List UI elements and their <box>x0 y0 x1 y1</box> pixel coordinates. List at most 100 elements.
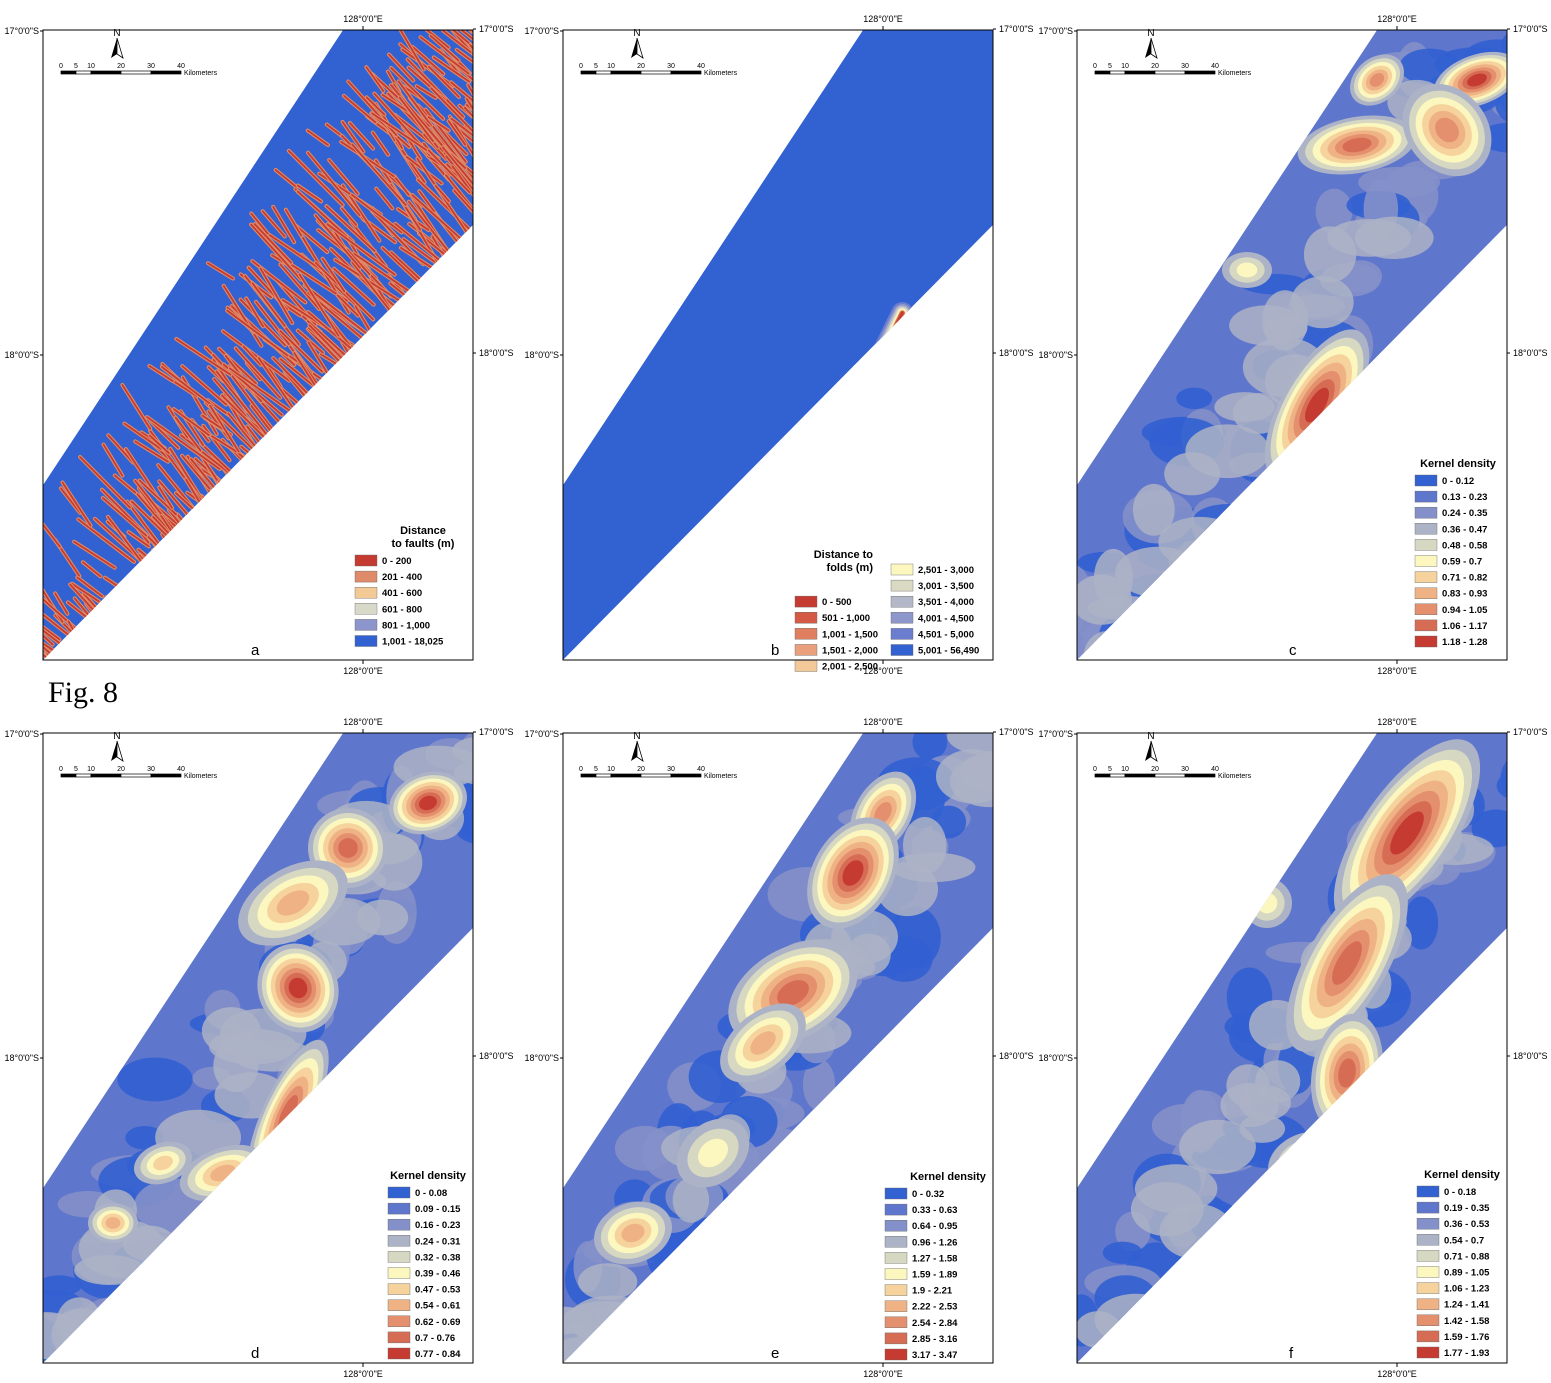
legend-swatch <box>1414 587 1438 599</box>
legend-swatch <box>884 1300 908 1312</box>
legend-swatch <box>884 1348 908 1361</box>
legend-label: 3,001 - 3,500 <box>918 581 974 592</box>
scale-tick-30: 30 <box>667 63 675 70</box>
legend-label: 2.85 - 3.16 <box>912 1334 957 1345</box>
longitude-label-bottom: 128°0'0"E <box>1377 1369 1417 1379</box>
legend-swatch <box>1416 1201 1440 1214</box>
legend-swatch <box>884 1236 908 1248</box>
latitude-label-left-mid: 18°0'0"S <box>1038 1053 1073 1063</box>
scale-unit: Kilometers <box>1218 773 1252 780</box>
legend-label: 0.47 - 0.53 <box>415 1285 460 1296</box>
longitude-label-bottom: 128°0'0"E <box>1377 666 1417 676</box>
legend-label: 2.54 - 2.84 <box>912 1318 958 1329</box>
legend-swatch <box>1416 1250 1440 1262</box>
legend-label: 3.17 - 3.47 <box>912 1350 957 1361</box>
legend-swatch <box>387 1202 411 1215</box>
panel-letter-a: a <box>251 642 260 659</box>
legend-swatch <box>1416 1266 1440 1278</box>
scale-tick-40: 40 <box>1211 63 1219 70</box>
legend-label: 0 - 0.08 <box>415 1188 447 1199</box>
legend-label: 0.71 - 0.82 <box>1442 573 1487 584</box>
legend-label: 1.06 - 1.17 <box>1442 621 1487 632</box>
kernel-density-map-c: 128°0'0"E 128°0'0"E 17°0'0"S 18°0'0"S 17°0'0… <box>1038 14 1548 676</box>
scale-tick-10: 10 <box>1121 766 1129 773</box>
legend-swatch <box>884 1220 908 1232</box>
legend-label: 401 - 600 <box>382 588 422 599</box>
fold-distance-map: 128°0'0"E 128°0'0"E 17°0'0"S 18°0'0"S 17°0'0… <box>524 14 1034 676</box>
longitude-label-top: 128°0'0"E <box>863 717 903 727</box>
latitude-label-left-mid: 18°0'0"S <box>524 1053 559 1063</box>
legend-label: 0.48 - 0.58 <box>1442 540 1487 551</box>
scale-tick-0: 0 <box>59 63 63 70</box>
legend-swatch <box>354 635 378 647</box>
density-raster <box>563 733 993 1363</box>
legend-label: 201 - 400 <box>382 572 422 583</box>
panel-letter-b: b <box>771 642 779 659</box>
legend-swatch <box>387 1315 411 1327</box>
legend-label: 0.54 - 0.7 <box>1444 1235 1484 1246</box>
longitude-label-bottom: 128°0'0"E <box>343 666 383 676</box>
legend-swatch <box>1416 1298 1440 1310</box>
scale-unit: Kilometers <box>1218 70 1252 77</box>
legend-swatch <box>387 1235 411 1247</box>
legend-swatch <box>387 1283 411 1295</box>
scale-tick-10: 10 <box>87 63 95 70</box>
map-panel-d: 128°0'0"E 128°0'0"E 17°0'0"S 18°0'0"S 17°0'0… <box>0 703 520 1383</box>
legend-label: 1,001 - 18,025 <box>382 637 444 648</box>
legend-label: 0.7 - 0.76 <box>415 1333 455 1344</box>
latitude-label-left-top: 17°0'0"S <box>4 729 39 739</box>
legend-label: 0.16 - 0.23 <box>415 1220 460 1231</box>
legend-swatch <box>1414 603 1438 615</box>
scale-tick-5: 5 <box>594 63 598 70</box>
legend-swatch <box>884 1252 908 1264</box>
legend-label: 1.24 - 1.41 <box>1444 1300 1490 1311</box>
latitude-label-right-top: 17°0'0"S <box>999 24 1034 34</box>
legend-label: 0.24 - 0.31 <box>415 1236 461 1247</box>
legend-label: 2,501 - 3,000 <box>918 565 974 576</box>
scale-tick-40: 40 <box>697 766 705 773</box>
kernel-density-map-f: 128°0'0"E 128°0'0"E 17°0'0"S 18°0'0"S 17°0'0… <box>1038 717 1547 1379</box>
scale-tick-10: 10 <box>607 766 615 773</box>
scale-tick-0: 0 <box>579 766 583 773</box>
legend-label: 0.94 - 1.05 <box>1442 605 1488 616</box>
legend-label: 0 - 200 <box>382 556 412 567</box>
legend-swatch <box>1414 523 1438 535</box>
legend-f: Kernel density 0 - 0.18 0.19 - 0.35 0.36 - … <box>1416 1169 1501 1359</box>
legend-label: 0 - 500 <box>822 597 852 608</box>
legend-swatch <box>354 570 378 583</box>
legend-swatch <box>387 1219 411 1231</box>
legend-swatch <box>387 1299 411 1311</box>
legend-label: 3,501 - 4,000 <box>918 597 974 608</box>
latitude-label-right-mid: 18°0'0"S <box>999 1051 1034 1061</box>
legend-swatch <box>884 1203 908 1216</box>
figure-label: Fig. 8 <box>48 676 119 709</box>
legend-label: 2,001 - 2,500 <box>822 662 878 673</box>
latitude-label-right-top: 17°0'0"S <box>1513 24 1548 34</box>
longitude-label-top: 128°0'0"E <box>343 717 383 727</box>
legend-swatch <box>794 612 818 624</box>
legend-label: 0 - 0.12 <box>1442 476 1474 487</box>
longitude-label-top: 128°0'0"E <box>1377 717 1417 727</box>
legend-swatch <box>794 595 818 608</box>
scale-tick-20: 20 <box>637 766 645 773</box>
legend-label: 0.19 - 0.35 <box>1444 1203 1490 1214</box>
latitude-label-right-top: 17°0'0"S <box>999 727 1034 737</box>
legend-swatch <box>884 1316 908 1328</box>
scale-unit: Kilometers <box>704 773 738 780</box>
scale-tick-40: 40 <box>177 63 185 70</box>
legend-c: Kernel density 0 - 0.12 0.13 - 0.23 0.24 - … <box>1414 458 1497 648</box>
latitude-label-left-top: 17°0'0"S <box>4 26 39 36</box>
legend-title: Distance to <box>814 549 874 561</box>
legend-swatch <box>1414 555 1438 567</box>
scale-tick-40: 40 <box>1211 766 1219 773</box>
legend-swatch <box>387 1331 411 1344</box>
scale-tick-10: 10 <box>607 63 615 70</box>
scale-tick-0: 0 <box>59 766 63 773</box>
legend-label: 501 - 1,000 <box>822 613 870 624</box>
north-arrow-icon: N <box>631 731 644 762</box>
scale-tick-20: 20 <box>1151 766 1159 773</box>
map-panel-e: 128°0'0"E 128°0'0"E 17°0'0"S 18°0'0"S 17°0'0… <box>520 703 1040 1383</box>
